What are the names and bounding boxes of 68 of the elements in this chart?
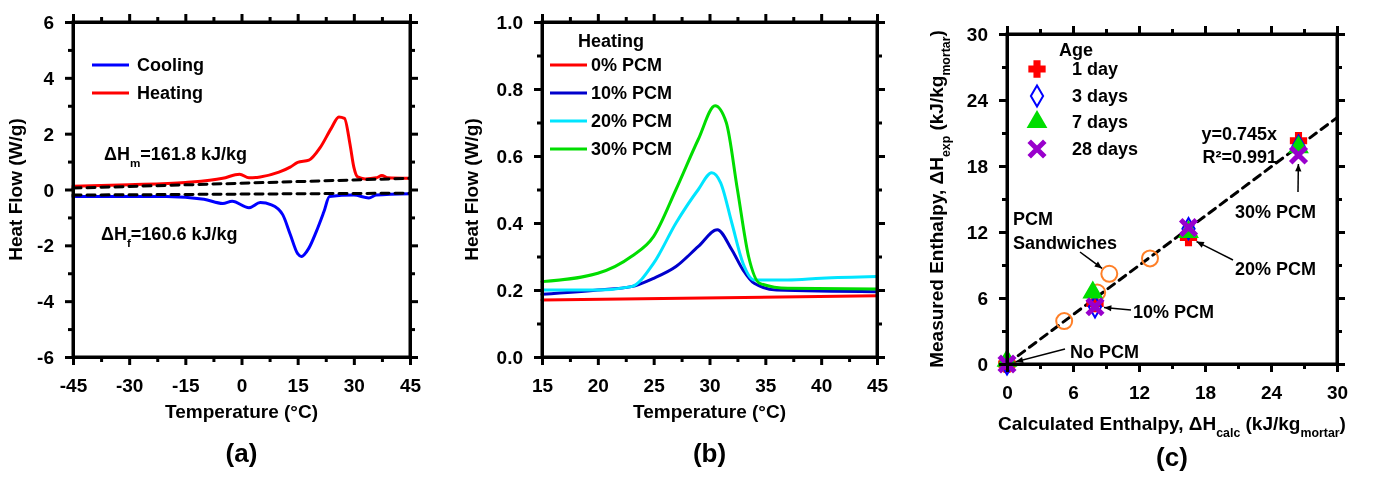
y-tick-label: 6 [977, 288, 988, 310]
annotation: PCM Sandwiches [1013, 209, 1118, 253]
annotation: R²=0.991 [1202, 147, 1277, 167]
legend-label: 1 day [1072, 59, 1119, 79]
annotation: 30% PCM [1235, 202, 1317, 222]
y-tick-label: 24 [966, 90, 989, 112]
text: (a) [225, 438, 258, 468]
text: (b) [692, 438, 727, 468]
y-tick-label: 18 [966, 156, 988, 178]
x-tick-label: 40 [811, 375, 833, 397]
x-tick-label: 30 [1326, 382, 1349, 404]
x-axis-title: Calculated Enthalpy, ΔH$_{calc}$ (kJ/kg$_{mortar}$) [998, 413, 1346, 440]
x-tick-label: 20 [587, 375, 609, 397]
y-tick-label: 0.8 [496, 79, 523, 101]
x-axis-title: Temperature (°C) [633, 401, 786, 422]
x-tick-label: 30 [699, 375, 721, 397]
x-tick-label: 0 [1002, 382, 1013, 404]
legend-label: 10% PCM [591, 83, 673, 103]
x-tick-label: 30 [343, 375, 365, 397]
text: (c) [1156, 442, 1188, 472]
y-tick-label: 2 [43, 123, 54, 145]
x-tick-label: 0 [236, 375, 248, 397]
y-tick-label: 0.2 [496, 280, 523, 302]
y-tick-label: 0.6 [496, 146, 523, 168]
x-tick-label: 15 [287, 375, 310, 397]
x-tick-label: 45 [399, 375, 422, 397]
legend-label: 30% PCM [591, 139, 673, 159]
y-tick-label: -2 [37, 235, 54, 257]
annotation: 20% PCM [1235, 259, 1317, 279]
legend-label: Heating [137, 83, 204, 103]
y-tick-label: 6 [43, 12, 54, 34]
y-axis-title: Heat Flow (W/g) [461, 118, 482, 261]
y-tick-label: -6 [37, 347, 54, 369]
y-tick-label: 0.4 [496, 213, 524, 235]
legend-title: Heating [578, 31, 645, 51]
legend-label: 20% PCM [591, 111, 673, 131]
x-tick-label: -45 [59, 375, 88, 397]
x-tick-label: 45 [866, 375, 889, 397]
y-tick-label: -4 [37, 291, 55, 313]
annotation: ΔH$_{f}$=160.6 kJ/kg [101, 224, 238, 249]
annotation: No PCM [1070, 342, 1139, 362]
x-tick-label: -15 [172, 375, 200, 397]
y-tick-label: 4 [43, 67, 55, 89]
annotation: 10% PCM [1133, 302, 1215, 322]
x-tick-label: 35 [755, 375, 777, 397]
legend-label: 0% PCM [591, 55, 663, 75]
x-tick-label: 6 [1068, 382, 1079, 404]
x-tick-label: 24 [1260, 382, 1283, 404]
x-tick-label: 15 [531, 375, 554, 397]
y-tick-label: 0.0 [496, 347, 523, 369]
x-axis-title: Temperature (°C) [165, 401, 318, 422]
legend-label: 7 days [1072, 112, 1129, 132]
y-tick-label: 0 [43, 179, 54, 201]
y-tick-label: 30 [966, 24, 988, 46]
legend-title: Age [1059, 40, 1094, 60]
y-tick-label: 1.0 [496, 12, 523, 34]
legend-label: 3 days [1072, 86, 1129, 106]
legend-label: 28 days [1072, 139, 1139, 159]
y-tick-label: 0 [977, 354, 988, 376]
x-tick-label: 18 [1194, 382, 1217, 404]
y-axis-title: Heat Flow (W/g) [5, 118, 26, 261]
x-tick-label: -30 [115, 375, 144, 397]
x-tick-label: 25 [643, 375, 666, 397]
y-tick-label: 12 [966, 222, 988, 244]
annotation: y=0.745x [1201, 124, 1277, 144]
annotation: ΔH$_{m}$=161.8 kJ/kg [104, 144, 247, 169]
legend-label: Cooling [137, 55, 204, 75]
x-tick-label: 12 [1128, 382, 1151, 404]
